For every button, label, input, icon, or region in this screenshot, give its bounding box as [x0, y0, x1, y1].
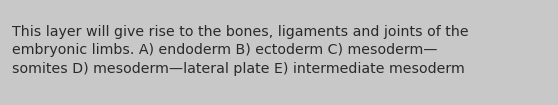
Text: This layer will give rise to the bones, ligaments and joints of the
embryonic li: This layer will give rise to the bones, …: [12, 25, 469, 76]
